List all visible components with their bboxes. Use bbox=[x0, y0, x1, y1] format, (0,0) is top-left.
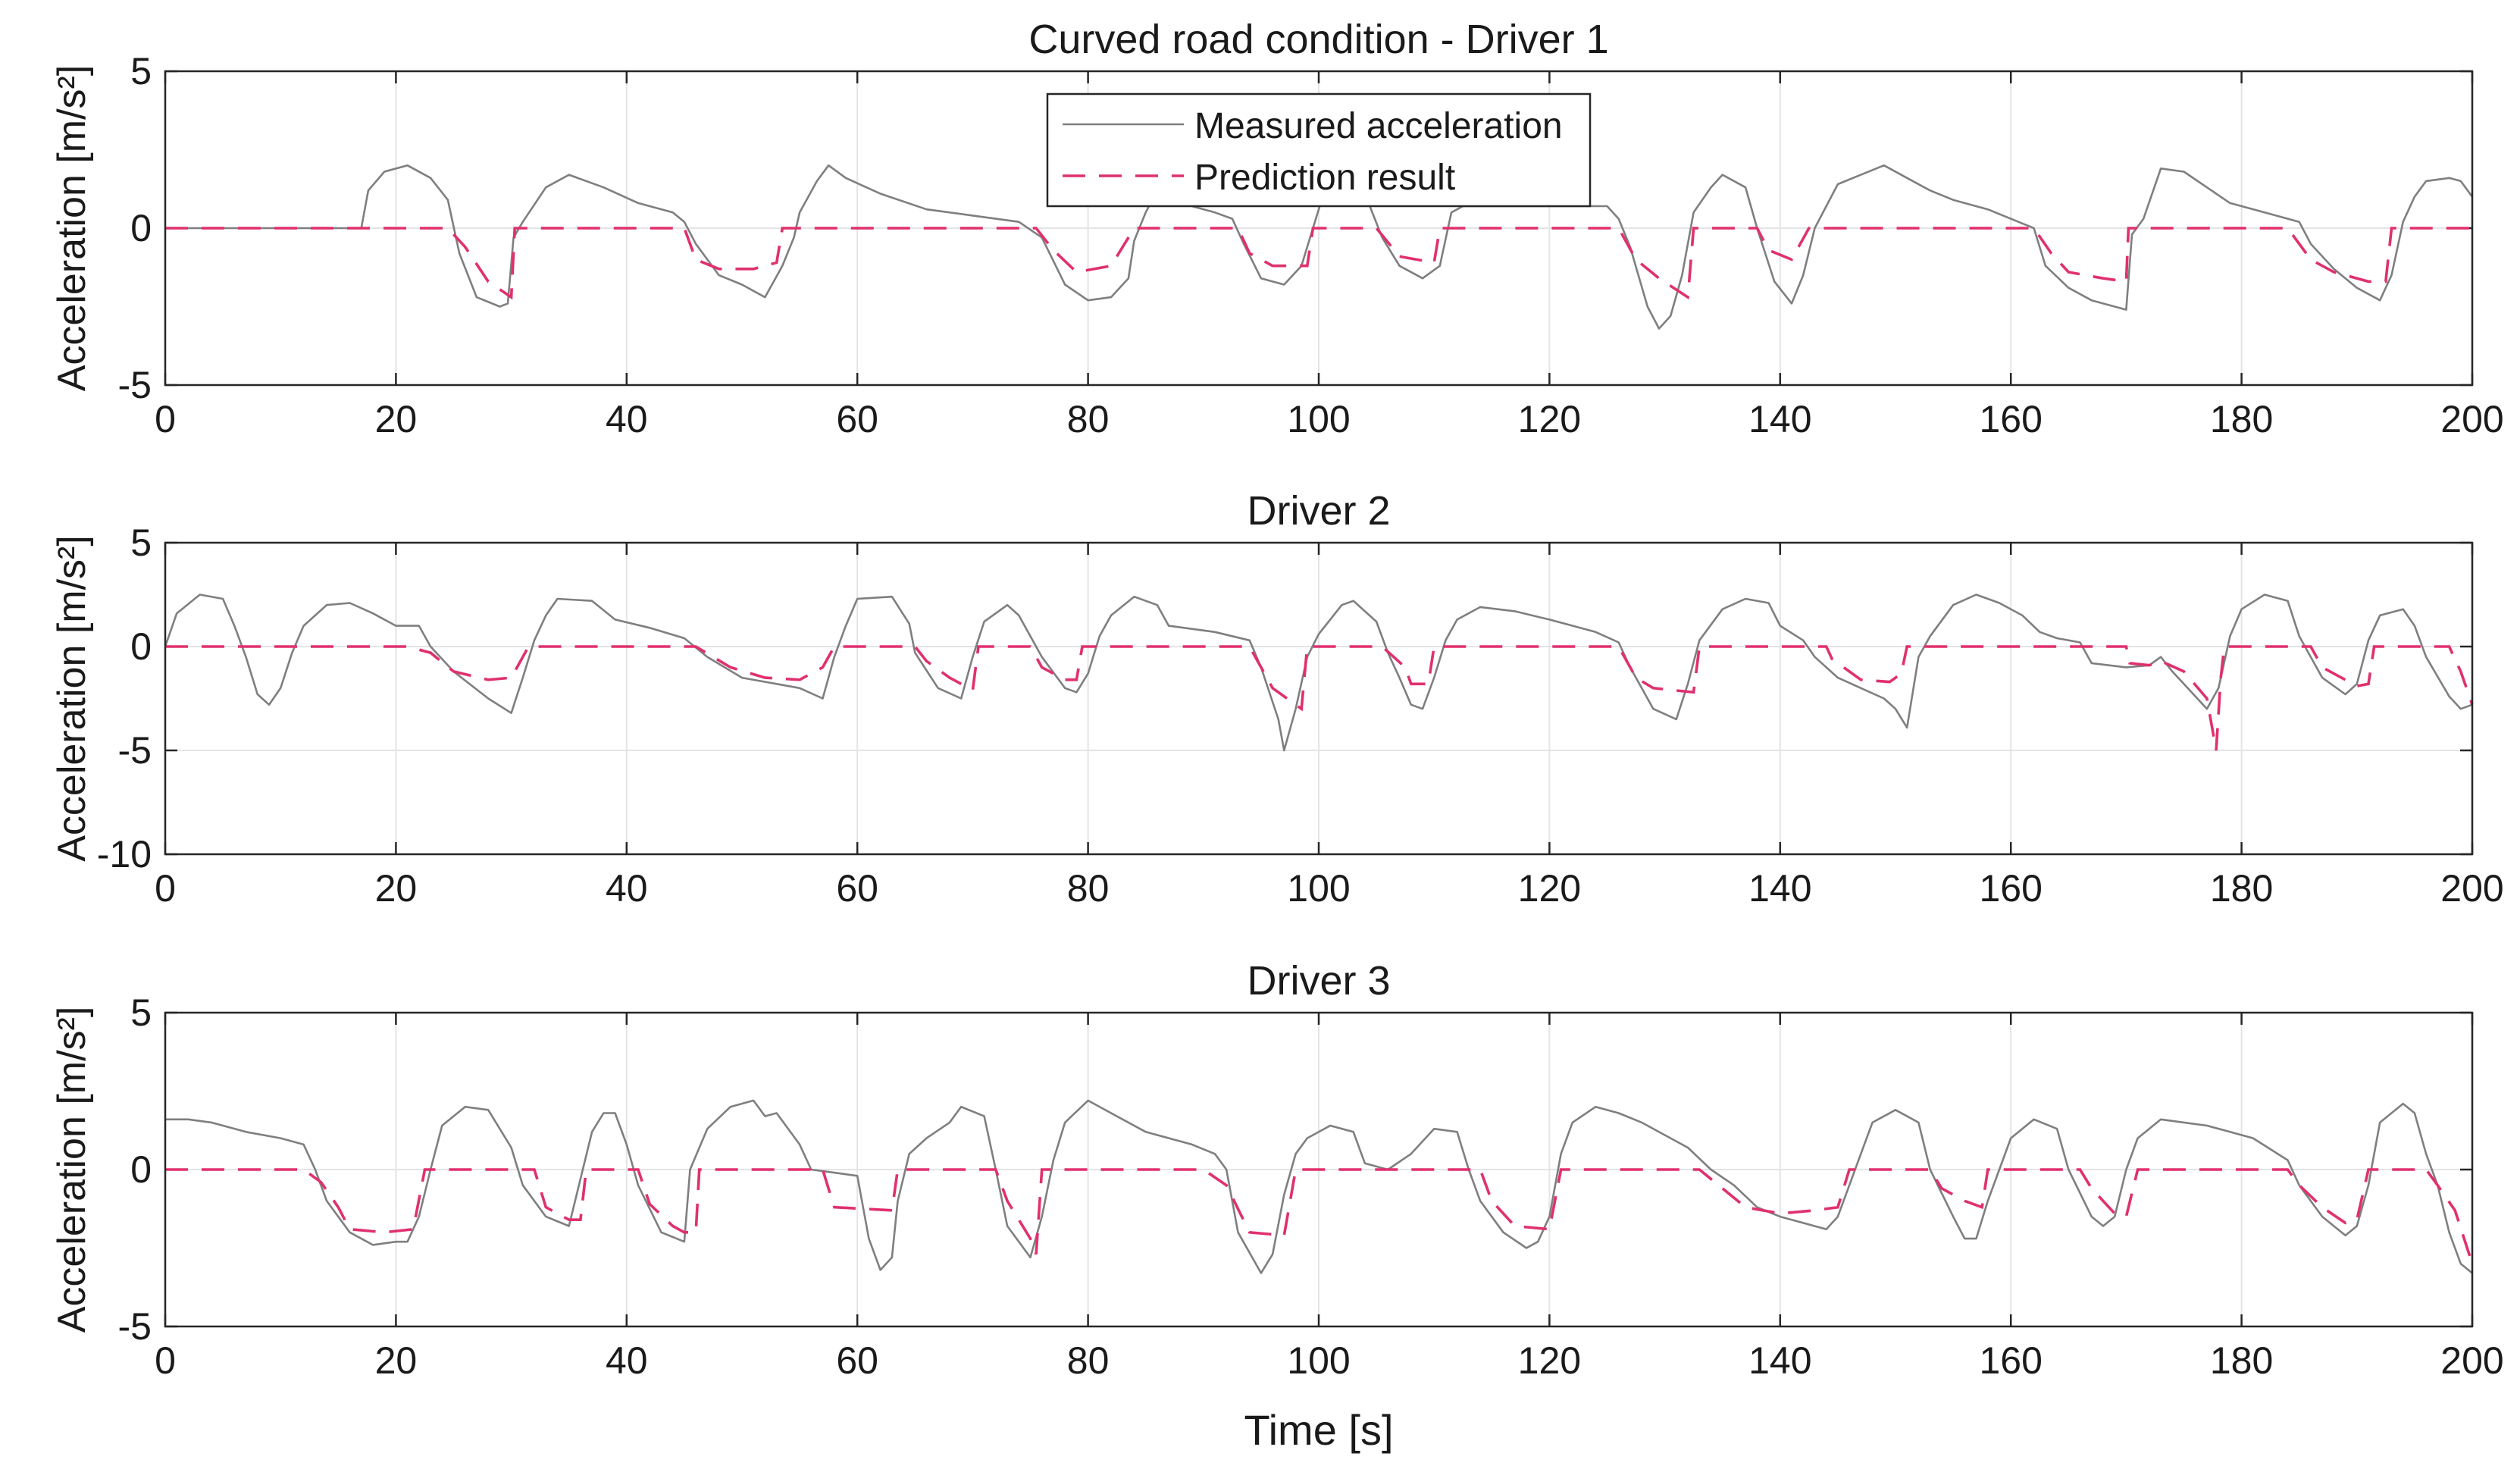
y-tick-label: 5 bbox=[130, 991, 152, 1034]
prediction-line bbox=[165, 645, 2474, 751]
y-axis-label: Acceleration [m/s²] bbox=[50, 65, 94, 392]
x-tick-label: 200 bbox=[2440, 398, 2503, 440]
x-tick-label: 160 bbox=[1979, 398, 2042, 440]
x-tick-label: 40 bbox=[606, 867, 648, 910]
x-tick-label: 120 bbox=[1518, 867, 1581, 910]
x-tick-label: 180 bbox=[2210, 867, 2273, 910]
x-tick-label: 100 bbox=[1287, 867, 1350, 910]
x-tick-label: 60 bbox=[836, 1339, 878, 1382]
x-tick-label: 100 bbox=[1287, 1339, 1350, 1382]
axes-frame bbox=[164, 541, 2474, 856]
chart-title: Driver 3 bbox=[1247, 958, 1390, 1004]
chart-title: Curved road condition - Driver 1 bbox=[1028, 17, 1608, 62]
y-tick-label: -5 bbox=[118, 729, 152, 772]
y-tick-label: -10 bbox=[97, 833, 152, 875]
chart-panel-2: 0 20 40 60 80 100 120 140 160 180 200 -10 -5 0 5 Driver… bbox=[50, 488, 2504, 910]
x-tick-label: 180 bbox=[2210, 398, 2273, 440]
x-tick-label: 20 bbox=[375, 398, 418, 440]
measured-acceleration-line bbox=[165, 1099, 2473, 1274]
measured-acceleration-line bbox=[165, 164, 2474, 330]
x-tick-label: 40 bbox=[606, 1339, 648, 1382]
y-tick-label: 0 bbox=[130, 207, 152, 249]
x-tick-label: 20 bbox=[375, 1339, 418, 1382]
chart-title: Driver 2 bbox=[1247, 488, 1390, 534]
prediction-line bbox=[165, 1168, 2474, 1264]
x-tick-label: 40 bbox=[606, 398, 648, 440]
y-tick-label: 0 bbox=[130, 625, 152, 668]
y-axis-label: Acceleration [m/s²] bbox=[50, 1007, 94, 1333]
prediction-line bbox=[165, 227, 2472, 300]
x-tick-label: 80 bbox=[1067, 398, 1110, 440]
x-tick-label: 200 bbox=[2440, 867, 2503, 910]
y-tick-label: -5 bbox=[118, 364, 152, 406]
y-axis-label: Acceleration [m/s²] bbox=[50, 535, 94, 862]
x-tick-label: 20 bbox=[375, 867, 418, 910]
legend-measured-label: Measured acceleration bbox=[1194, 106, 1563, 146]
legend-box bbox=[1046, 92, 1592, 208]
x-tick-label: 0 bbox=[155, 398, 176, 440]
x-tick-label: 140 bbox=[1748, 398, 1811, 440]
y-tick-label: 5 bbox=[130, 50, 152, 92]
x-tick-label: 100 bbox=[1287, 398, 1350, 440]
legend-prediction-label: Prediction result bbox=[1194, 158, 1455, 198]
x-tick-label: 0 bbox=[155, 867, 176, 910]
legend: Measured acceleration Prediction result bbox=[1046, 92, 1592, 208]
y-tick-label: 5 bbox=[130, 521, 152, 564]
axes-frame bbox=[164, 70, 2474, 387]
x-tick-label: 80 bbox=[1067, 1339, 1110, 1382]
x-tick-label: 140 bbox=[1748, 867, 1811, 910]
y-tick-label: 0 bbox=[130, 1148, 152, 1191]
x-tick-label: 160 bbox=[1979, 867, 2042, 910]
axes-frame bbox=[164, 1011, 2474, 1328]
x-tick-label: 80 bbox=[1067, 867, 1110, 910]
x-tick-label: 160 bbox=[1979, 1339, 2042, 1382]
measured-acceleration-line bbox=[164, 593, 2473, 752]
y-tick-label: -5 bbox=[118, 1305, 152, 1348]
x-tick-label: 140 bbox=[1748, 1339, 1811, 1382]
x-tick-label: 60 bbox=[836, 867, 878, 910]
x-axis-label: Time [s] bbox=[1244, 1406, 1393, 1454]
x-tick-label: 60 bbox=[836, 398, 878, 440]
x-tick-label: 180 bbox=[2210, 1339, 2273, 1382]
x-tick-label: 120 bbox=[1518, 398, 1581, 440]
x-tick-label: 200 bbox=[2440, 1339, 2503, 1382]
x-tick-label: 0 bbox=[155, 1339, 176, 1382]
x-tick-label: 120 bbox=[1518, 1339, 1581, 1382]
